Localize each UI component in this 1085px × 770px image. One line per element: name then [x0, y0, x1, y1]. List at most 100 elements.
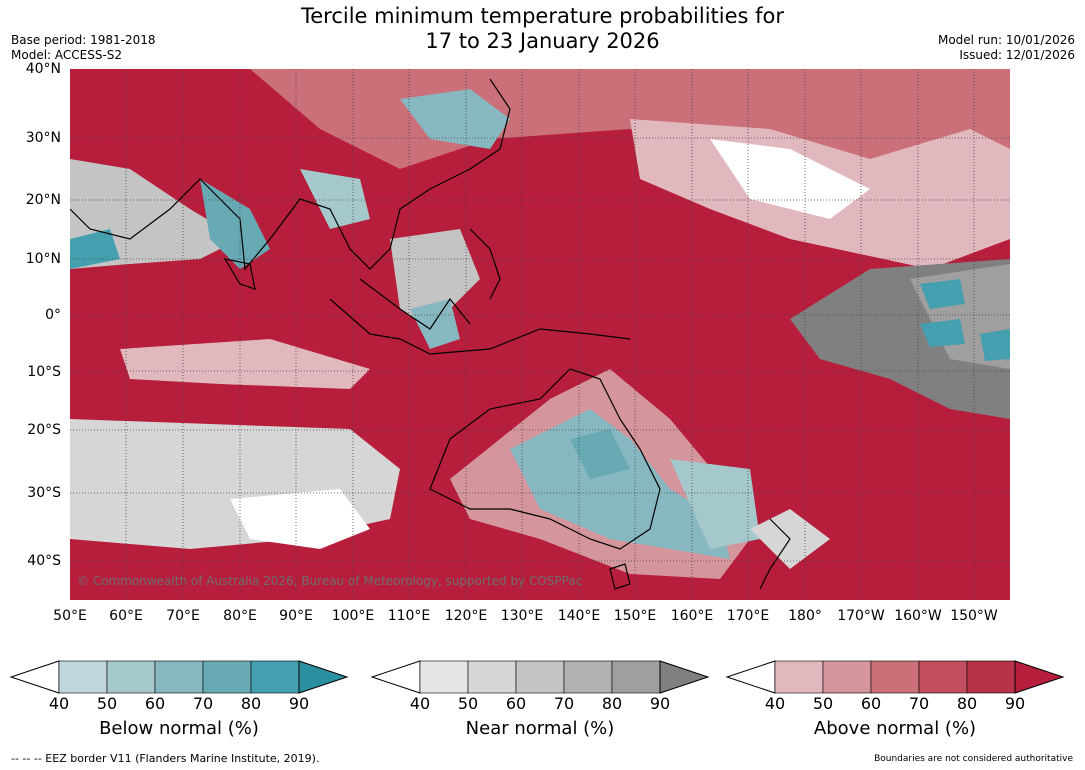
colorbar-segment	[202, 660, 252, 694]
colorbar-extend-right	[1014, 660, 1065, 694]
lat-label: 0°	[45, 307, 61, 323]
tick-label: 70	[908, 694, 930, 713]
colorbar-extend-left	[725, 660, 776, 694]
south-china-sea-near-normal	[390, 229, 480, 329]
australia-coastline	[429, 368, 661, 550]
lon-label: 170°W	[837, 608, 885, 624]
lon-label: 100°E	[331, 608, 375, 624]
tick-label: 80	[601, 694, 623, 713]
graticule	[70, 69, 1010, 600]
colorbar-extend-right	[298, 660, 349, 694]
lon-label: 50°E	[53, 608, 87, 624]
lon-label: 90°E	[279, 608, 313, 624]
tick-label: 90	[649, 694, 671, 713]
map-title: Tercile minimum temperature probabilitie…	[0, 4, 1085, 54]
colorbar-segment	[870, 660, 920, 694]
lon-label: 140°E	[557, 608, 601, 624]
india-below-normal	[200, 179, 270, 269]
boundaries-disclaimer: Boundaries are not considered authoritat…	[874, 754, 1073, 764]
title-line-2: 17 to 23 January 2026	[425, 29, 660, 53]
lon-label: 160°W	[894, 608, 942, 624]
tick-label: 80	[956, 694, 978, 713]
tick-label: 50	[812, 694, 834, 713]
lon-label: 120°E	[444, 608, 488, 624]
china-below-normal	[400, 89, 510, 149]
tasmania-coastline	[609, 563, 631, 590]
legend-near-normal	[370, 660, 710, 694]
tick-label: 50	[457, 694, 479, 713]
colorbar-segment	[918, 660, 968, 694]
legend-above-normal	[725, 660, 1065, 694]
lon-label: 160°E	[670, 608, 714, 624]
colorbar-above-normal	[725, 660, 1065, 694]
tick-label: 40	[48, 694, 70, 713]
indian-ocean-band	[120, 339, 370, 389]
colorbar-below-normal	[9, 660, 349, 694]
pacific-below-normal-2	[920, 319, 965, 347]
legend-below-normal	[9, 660, 349, 694]
lon-label: 150°E	[613, 608, 657, 624]
tick-label: 60	[144, 694, 166, 713]
lon-label: 130°E	[500, 608, 544, 624]
bay-of-bengal-below-normal	[300, 169, 370, 229]
lat-label: 10°S	[27, 364, 61, 380]
issued-date: Issued: 12/01/2026	[959, 48, 1075, 62]
tick-label: 60	[860, 694, 882, 713]
south-indian-ocean-white	[230, 489, 370, 549]
map-canvas	[70, 69, 1010, 600]
lat-label: 30°S	[27, 485, 61, 501]
tick-label: 60	[505, 694, 527, 713]
probability-shading	[70, 69, 1010, 579]
low-probability-area	[710, 139, 870, 219]
colorbar-segment	[611, 660, 661, 694]
philippines-coastline	[469, 228, 501, 300]
tick-label: 40	[764, 694, 786, 713]
lat-label: 40°N	[25, 61, 61, 77]
legend-title-near-normal: Near normal (%)	[465, 718, 615, 739]
colorbar-extend-left	[9, 660, 60, 694]
australia-below-normal	[510, 409, 730, 559]
model-run: Model run: 10/01/2026	[937, 33, 1075, 47]
borneo-below-normal	[410, 299, 460, 349]
asia-coastline	[70, 78, 511, 271]
title-line-1: Tercile minimum temperature probabilitie…	[300, 4, 785, 28]
malay-coastline	[359, 278, 471, 330]
colorbar-segment	[250, 660, 300, 694]
new-zealand-coastline	[759, 518, 791, 590]
pacific-below-normal-1	[920, 279, 965, 309]
tasman-below-normal	[670, 459, 760, 549]
legend-title-above-normal: Above normal (%)	[813, 718, 977, 739]
coastlines	[70, 78, 791, 590]
lon-label: 170°E	[726, 608, 770, 624]
lon-label: 110°E	[387, 608, 431, 624]
probability-map	[70, 69, 1010, 600]
colorbar-extend-left	[370, 660, 421, 694]
base-period: Base period: 1981-2018	[11, 33, 156, 47]
lat-label: 30°N	[25, 130, 61, 146]
model-name: Model: ACCESS-S2	[11, 48, 123, 62]
tick-label: 90	[1004, 694, 1026, 713]
colorbar-segment	[58, 660, 108, 694]
colorbar-segment	[467, 660, 517, 694]
indonesia-coastline	[329, 298, 631, 355]
tick-label: 90	[288, 694, 310, 713]
colorbar-segment	[515, 660, 565, 694]
eez-border-note: -- -- -- EEZ border V11 (Flanders Marine…	[11, 752, 320, 765]
lon-label: 70°E	[166, 608, 200, 624]
pacific-below-normal-3	[980, 329, 1010, 361]
lon-label: 150°W	[950, 608, 998, 624]
tick-label: 70	[553, 694, 575, 713]
tick-label: 40	[409, 694, 431, 713]
central-australia-below-normal	[570, 429, 630, 479]
colorbar-segment	[966, 660, 1016, 694]
tick-label: 50	[96, 694, 118, 713]
lon-label: 180°	[788, 608, 822, 624]
colorbar-near-normal	[370, 660, 710, 694]
tick-label: 80	[240, 694, 262, 713]
meta-right: Model run: 10/01/2026 Issued: 12/01/2026	[938, 33, 1075, 63]
colorbar-extend-right	[659, 660, 710, 694]
lat-label: 20°N	[25, 192, 61, 208]
colorbar-segment	[822, 660, 872, 694]
lon-label: 60°E	[109, 608, 143, 624]
lon-label: 80°E	[223, 608, 257, 624]
